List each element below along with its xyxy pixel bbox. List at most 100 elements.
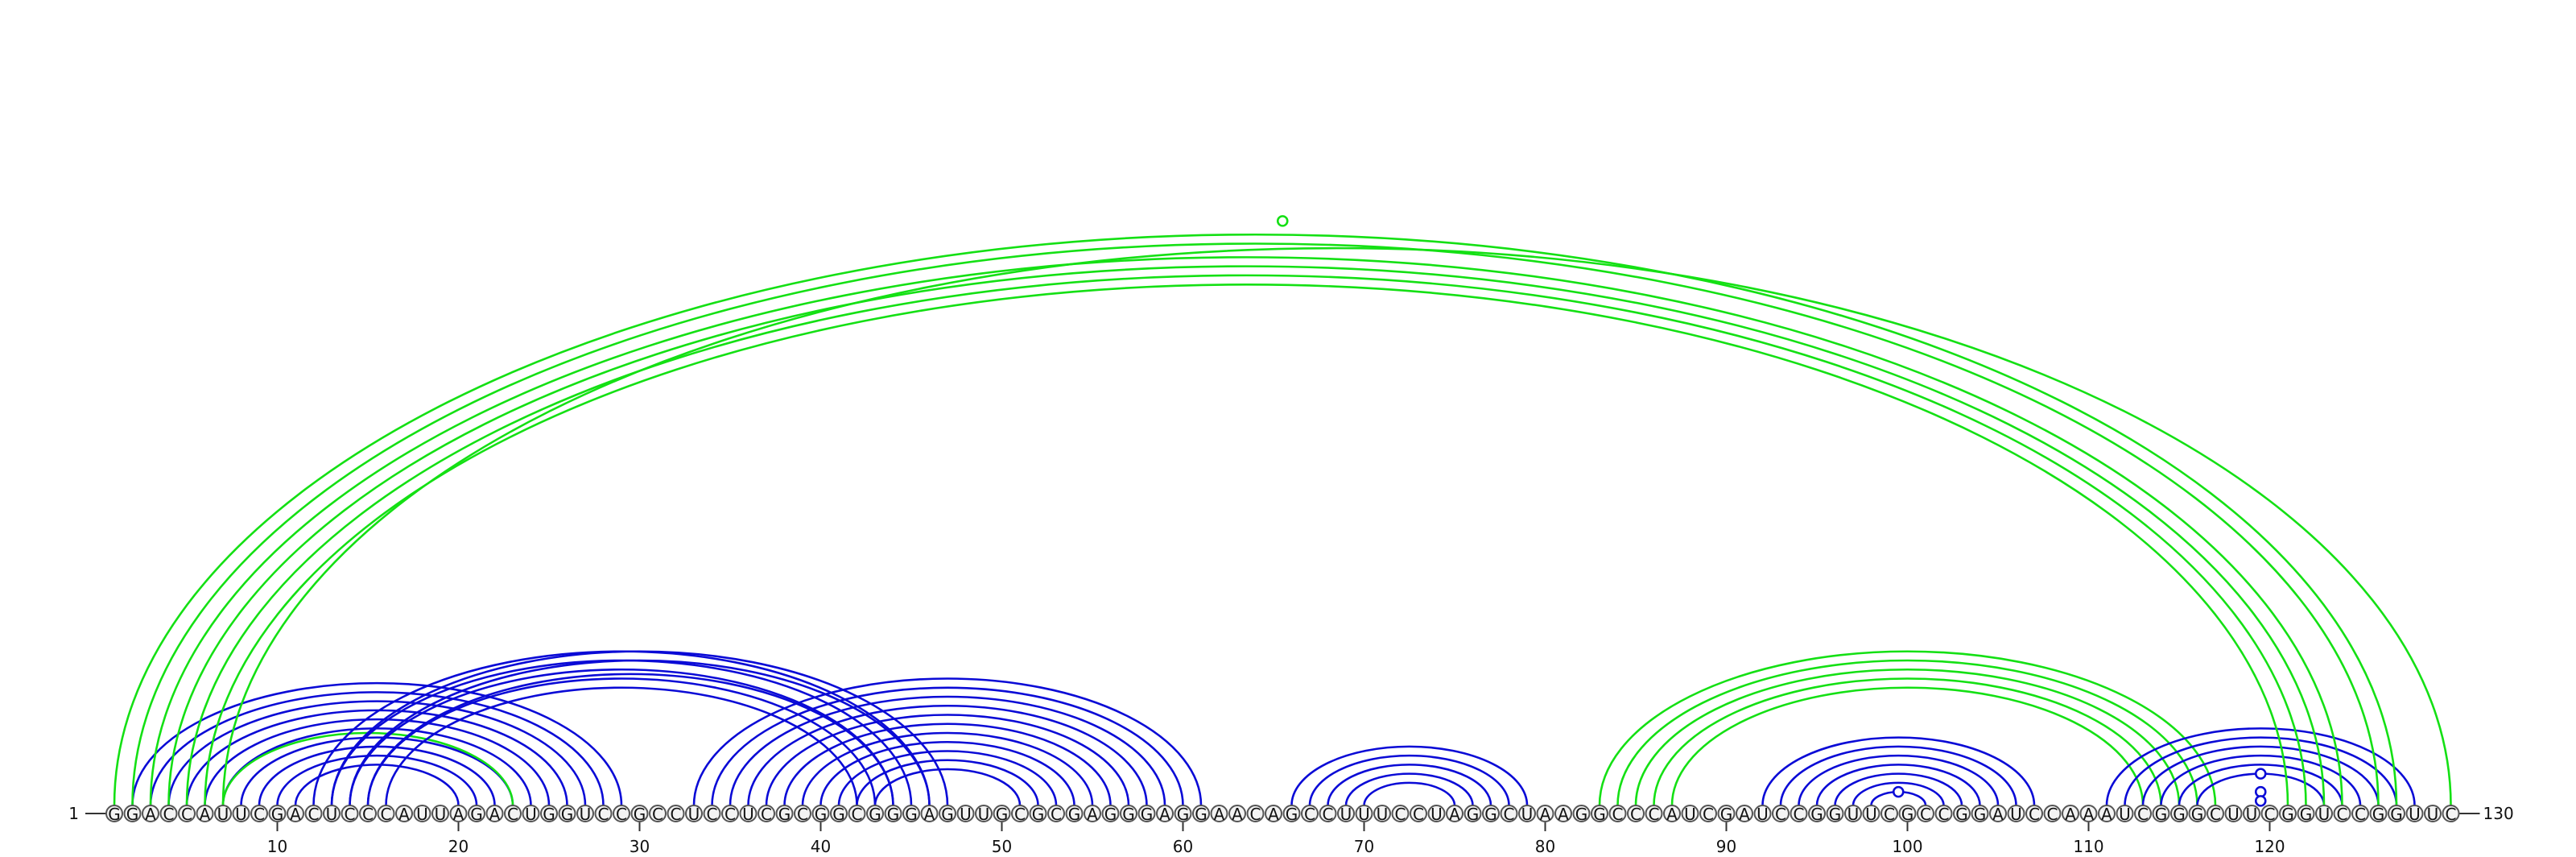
nucleotide-circle	[359, 805, 377, 822]
nucleotide-circle	[775, 805, 794, 822]
nucleotide-letter: C	[1884, 805, 1895, 824]
nucleotide-circle	[159, 805, 178, 822]
nucleotide-circle	[1898, 805, 1917, 822]
nucleotide-letter: U	[1684, 805, 1696, 824]
nucleotide-circle	[1554, 805, 1572, 822]
nucleotide-letter: C	[598, 805, 609, 824]
nucleotide-letter: G	[1177, 805, 1190, 824]
base-pair-arc	[131, 242, 2380, 806]
base-pair-arc	[729, 695, 1166, 806]
nucleotide-letter: G	[869, 805, 881, 824]
nucleotide: U	[975, 805, 993, 824]
nucleotide-circle	[2152, 805, 2170, 822]
nucleotide-circle	[1463, 805, 1482, 822]
base-pair-arcs	[113, 233, 2452, 806]
base-pair-arc	[204, 283, 2289, 806]
nucleotide-circle	[1591, 805, 1608, 822]
nucleotide-letter: G	[1195, 805, 1208, 824]
nucleotide: A	[2098, 805, 2116, 824]
nucleotide-circle	[287, 805, 304, 822]
nucleotide: C	[2134, 805, 2152, 824]
nucleotide-letter: G	[108, 805, 121, 824]
nucleotide: C	[758, 805, 775, 824]
nucleotide: G	[105, 805, 123, 824]
nucleotide: U	[2007, 805, 2025, 824]
nucleotide-letter: A	[1159, 805, 1170, 824]
nucleotide: A	[1084, 805, 1101, 824]
nucleotide-letter: U	[2409, 805, 2421, 824]
tick-label: 120	[2254, 837, 2285, 856]
nucleotide-letter: A	[145, 805, 156, 824]
nucleotide-letter: U	[2318, 805, 2330, 824]
nucleotide-letter: A	[1087, 805, 1098, 824]
nucleotide-letter: A	[1666, 805, 1678, 824]
nucleotide-circle	[2442, 805, 2460, 822]
nucleotide: C	[721, 805, 739, 824]
position-ticks: 10 20 30 40 50 60 70 80 90 100 110 120	[267, 822, 2285, 856]
nucleotide-circle	[1934, 805, 1953, 822]
nucleotide: G	[1192, 805, 1210, 824]
nucleotide-circle	[2279, 805, 2297, 822]
nucleotide: C	[159, 805, 178, 824]
nucleotide-circle	[196, 805, 214, 822]
nucleotide-letter: C	[1413, 805, 1424, 824]
nucleotide-letter: G	[271, 805, 284, 824]
nucleotide-circle	[1645, 805, 1663, 822]
nucleotide: G	[2369, 805, 2388, 824]
base-pair-arc	[873, 768, 1022, 806]
nucleotide-letter: G	[1593, 805, 1606, 824]
nucleotide-letter: G	[996, 805, 1009, 824]
nucleotide: C	[504, 805, 522, 824]
nucleotide: C	[377, 805, 395, 824]
nucleotide: A	[1536, 805, 1554, 824]
nucleotide: U	[214, 805, 232, 824]
nucleotide-circle	[1753, 805, 1772, 822]
nucleotide-circle	[1572, 805, 1591, 822]
nucleotide-circle	[1844, 805, 1862, 822]
nucleotide: C	[1246, 805, 1265, 824]
arc-markers	[1276, 215, 2267, 807]
nucleotide: U	[2315, 805, 2333, 824]
nucleotide-circle	[2134, 805, 2152, 822]
nucleotide-circle	[178, 805, 196, 822]
nucleotide: G	[2297, 805, 2315, 824]
nucleotide: G	[1717, 805, 1736, 824]
tick-label: 90	[1716, 837, 1736, 856]
nucleotide-letter: U	[2427, 805, 2439, 824]
nucleotide: G	[1463, 805, 1482, 824]
nucleotide-letter: G	[1829, 805, 1842, 824]
nucleotide-letter: G	[1286, 805, 1298, 824]
nucleotide-letter: G	[1810, 805, 1823, 824]
nucleotide-letter: C	[707, 805, 718, 824]
arc-apex-marker	[1892, 785, 1905, 798]
nucleotide: U	[2424, 805, 2442, 824]
tick-label: 10	[267, 837, 287, 856]
base-pair-arc	[330, 650, 949, 806]
nucleotide-circle	[1210, 805, 1228, 822]
nucleotide: G	[902, 805, 920, 824]
nucleotide-letter: C	[1938, 805, 1950, 824]
nucleotide-circle	[866, 805, 884, 822]
nucleotide-circle	[214, 805, 232, 822]
nucleotide-circle	[1084, 805, 1101, 822]
sequence-backbone: 1 130	[68, 804, 2513, 823]
tick-label: 50	[992, 837, 1012, 856]
nucleotide-circle	[1101, 805, 1120, 822]
nucleotide: G	[540, 805, 558, 824]
nucleotide-circle	[2351, 805, 2369, 822]
nucleotide-circle	[1518, 805, 1536, 822]
nucleotide-letter: A	[1992, 805, 2004, 824]
nucleotide-circle	[1989, 805, 2007, 822]
nucleotide: A	[1265, 805, 1282, 824]
nucleotide-letter: U	[1521, 805, 1534, 824]
nucleotide-circle	[1137, 805, 1156, 822]
nucleotide-circle	[2043, 805, 2062, 822]
nucleotide-circle	[975, 805, 993, 822]
nucleotide-letter: U	[742, 805, 754, 824]
nucleotide: U	[739, 805, 758, 824]
nucleotide-letter: G	[1720, 805, 1733, 824]
nucleotide-letter: A	[1214, 805, 1225, 824]
nucleotide-letter: C	[1304, 805, 1315, 824]
nucleotide-circle	[613, 805, 630, 822]
nucleotide-letter: A	[1558, 805, 1569, 824]
